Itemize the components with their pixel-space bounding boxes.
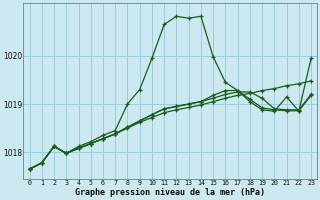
- X-axis label: Graphe pression niveau de la mer (hPa): Graphe pression niveau de la mer (hPa): [75, 188, 265, 197]
